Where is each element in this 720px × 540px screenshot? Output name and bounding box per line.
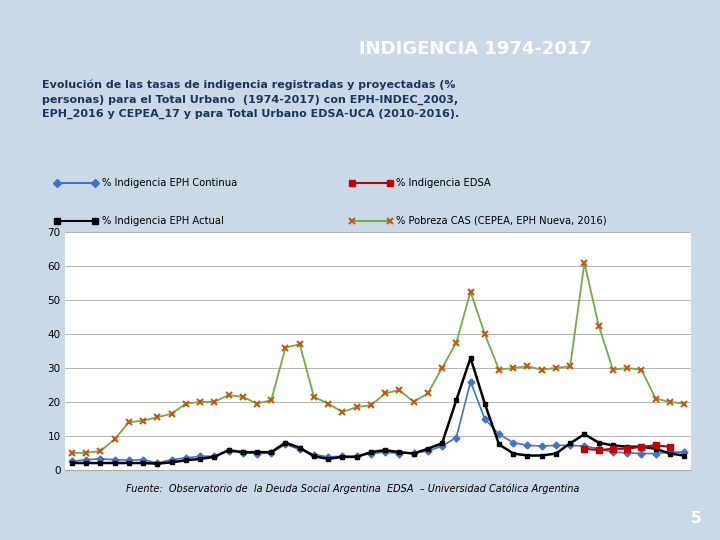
Text: Evolución de las tasas de indigencia registradas y proyectadas (%
personas) para: Evolución de las tasas de indigencia reg…: [42, 80, 459, 119]
Text: Fuente:  Observatorio de  la Deuda Social Argentina  EDSA  – Universidad Católic: Fuente: Observatorio de la Deuda Social …: [126, 483, 580, 494]
Text: % Indigencia EDSA: % Indigencia EDSA: [397, 178, 491, 188]
Text: % Pobreza CAS (CEPEA, EPH Nueva, 2016): % Pobreza CAS (CEPEA, EPH Nueva, 2016): [397, 216, 607, 226]
Text: % Indigencia EPH Continua: % Indigencia EPH Continua: [102, 178, 237, 188]
Text: 5: 5: [691, 511, 702, 526]
Text: INDIGENCIA 1974-2017: INDIGENCIA 1974-2017: [359, 39, 592, 58]
Text: % Indigencia EPH Actual: % Indigencia EPH Actual: [102, 216, 223, 226]
